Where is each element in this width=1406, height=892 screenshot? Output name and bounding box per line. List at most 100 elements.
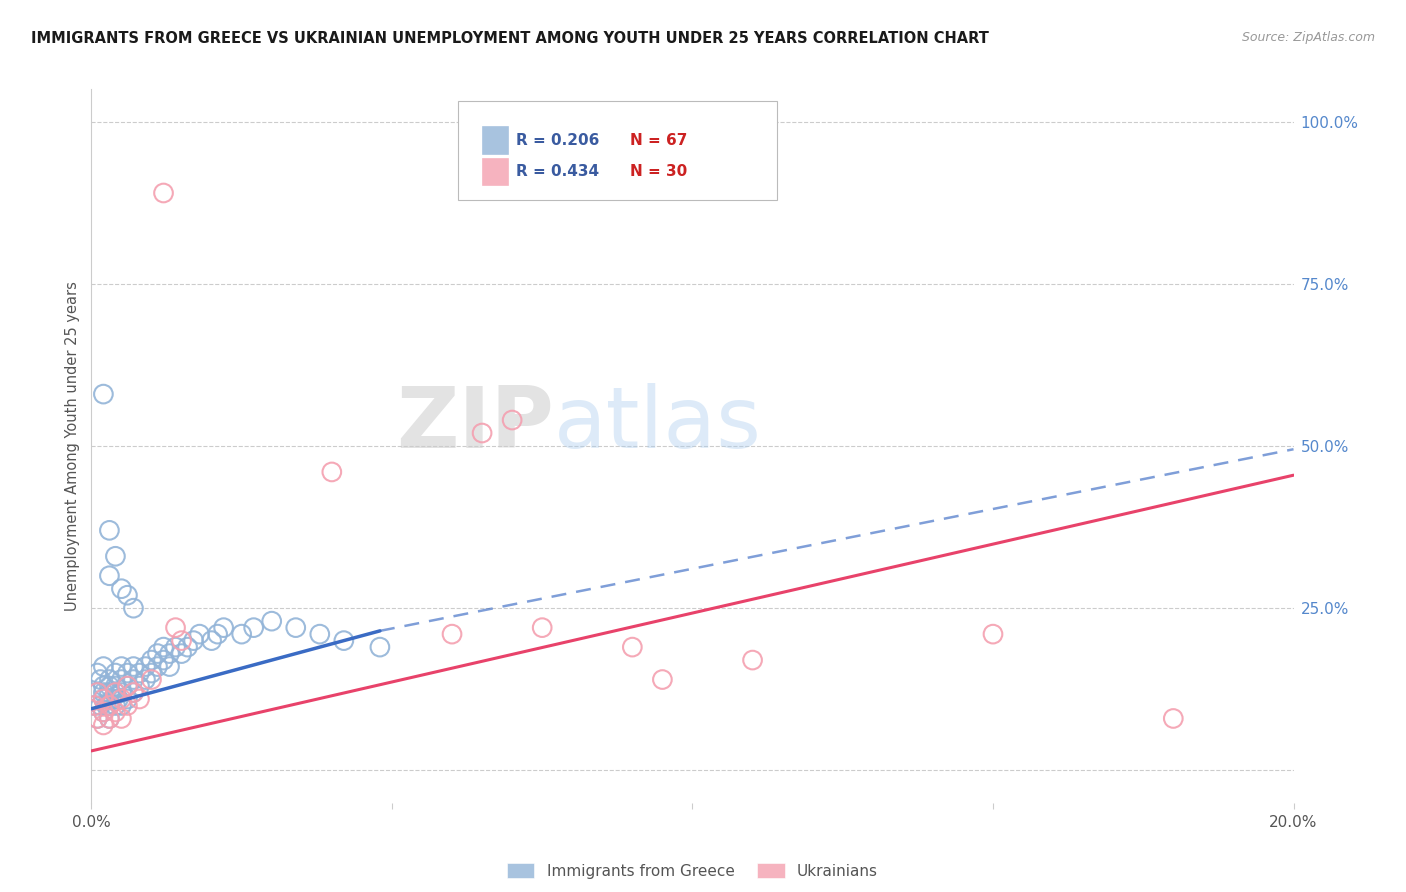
- Point: [104, 685, 127, 699]
- Point: [159, 647, 181, 661]
- Point: [93, 685, 115, 699]
- Point: [333, 633, 356, 648]
- Point: [134, 659, 156, 673]
- Point: [122, 673, 145, 687]
- Text: Source: ZipAtlas.com: Source: ZipAtlas.com: [1241, 31, 1375, 45]
- Point: [128, 666, 150, 681]
- Point: [368, 640, 391, 654]
- Y-axis label: Unemployment Among Youth under 25 years: Unemployment Among Youth under 25 years: [65, 281, 80, 611]
- Point: [104, 685, 127, 699]
- Point: [122, 685, 145, 699]
- Text: IMMIGRANTS FROM GREECE VS UKRAINIAN UNEMPLOYMENT AMONG YOUTH UNDER 25 YEARS CORR: IMMIGRANTS FROM GREECE VS UKRAINIAN UNEM…: [31, 31, 988, 46]
- Point: [117, 698, 139, 713]
- Point: [93, 692, 115, 706]
- Point: [110, 659, 132, 673]
- Point: [93, 705, 115, 719]
- Point: [308, 627, 330, 641]
- Point: [110, 692, 132, 706]
- FancyBboxPatch shape: [482, 127, 509, 155]
- Point: [981, 627, 1004, 641]
- Point: [165, 621, 187, 635]
- Point: [117, 679, 139, 693]
- Point: [170, 633, 193, 648]
- Point: [104, 679, 127, 693]
- Point: [98, 698, 121, 713]
- Point: [98, 685, 121, 699]
- Point: [93, 705, 115, 719]
- Point: [122, 601, 145, 615]
- Point: [93, 718, 115, 732]
- Point: [98, 698, 121, 713]
- Point: [117, 679, 139, 693]
- Text: N = 30: N = 30: [630, 164, 688, 179]
- Point: [117, 588, 139, 602]
- Text: R = 0.206: R = 0.206: [516, 133, 599, 148]
- Point: [104, 698, 127, 713]
- Point: [104, 549, 127, 564]
- Point: [86, 685, 108, 699]
- Point: [152, 186, 174, 200]
- Point: [122, 685, 145, 699]
- Point: [110, 711, 132, 725]
- Point: [93, 679, 115, 693]
- Point: [170, 647, 193, 661]
- Point: [134, 673, 156, 687]
- FancyBboxPatch shape: [458, 102, 776, 200]
- Point: [98, 679, 121, 693]
- Point: [93, 692, 115, 706]
- Point: [93, 659, 115, 673]
- Point: [110, 698, 132, 713]
- Point: [231, 627, 253, 641]
- Point: [141, 673, 163, 687]
- Point: [621, 640, 644, 654]
- Point: [183, 633, 205, 648]
- Point: [89, 673, 111, 687]
- Point: [98, 711, 121, 725]
- Point: [104, 666, 127, 681]
- Point: [284, 621, 307, 635]
- Point: [117, 692, 139, 706]
- Point: [86, 711, 108, 725]
- Text: R = 0.434: R = 0.434: [516, 164, 599, 179]
- Point: [260, 614, 283, 628]
- Point: [83, 698, 105, 713]
- Point: [86, 711, 108, 725]
- Point: [152, 640, 174, 654]
- Point: [242, 621, 264, 635]
- Point: [201, 633, 224, 648]
- Point: [501, 413, 523, 427]
- Point: [98, 568, 121, 582]
- Point: [1161, 711, 1184, 725]
- Point: [146, 659, 169, 673]
- Point: [98, 711, 121, 725]
- Point: [122, 659, 145, 673]
- Point: [176, 640, 198, 654]
- Point: [440, 627, 463, 641]
- Point: [107, 692, 129, 706]
- Point: [207, 627, 229, 641]
- Point: [141, 653, 163, 667]
- Point: [741, 653, 763, 667]
- Point: [146, 647, 169, 661]
- Point: [98, 673, 121, 687]
- Text: atlas: atlas: [554, 383, 762, 467]
- Point: [110, 582, 132, 596]
- Point: [531, 621, 554, 635]
- Legend: Immigrants from Greece, Ukrainians: Immigrants from Greece, Ukrainians: [501, 857, 884, 885]
- Point: [86, 666, 108, 681]
- Point: [104, 705, 127, 719]
- Point: [117, 666, 139, 681]
- Point: [128, 679, 150, 693]
- Point: [152, 653, 174, 667]
- Point: [98, 524, 121, 538]
- Point: [110, 673, 132, 687]
- Point: [110, 685, 132, 699]
- Text: ZIP: ZIP: [396, 383, 554, 467]
- Point: [93, 387, 115, 401]
- Text: N = 67: N = 67: [630, 133, 688, 148]
- Point: [212, 621, 235, 635]
- Point: [321, 465, 343, 479]
- Point: [128, 692, 150, 706]
- FancyBboxPatch shape: [482, 158, 509, 186]
- Point: [89, 698, 111, 713]
